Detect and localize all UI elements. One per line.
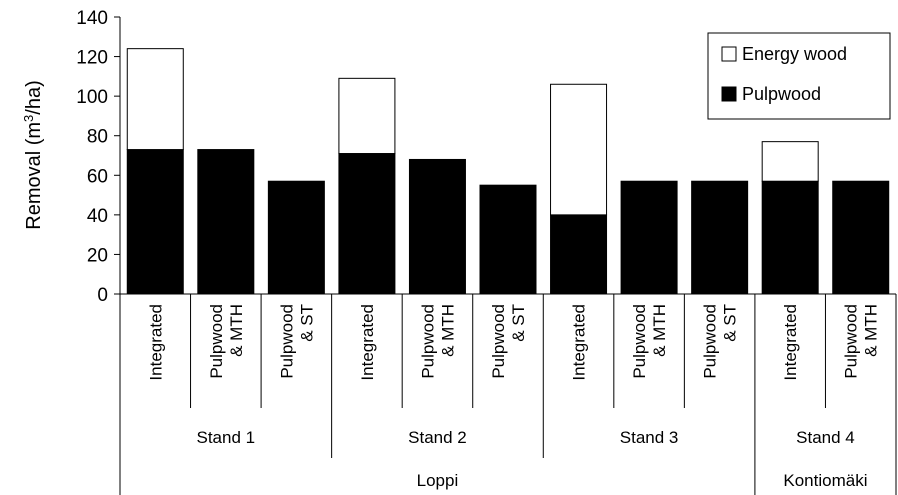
bar-segment-pulpwood (691, 180, 749, 295)
category-label: & MTH (862, 304, 881, 357)
bar-segment-energy-wood (126, 48, 184, 151)
bar-segment-pulpwood (267, 180, 325, 295)
category-label: Pulpwood (207, 304, 226, 379)
legend-swatch (721, 46, 737, 62)
y-tick-label: 60 (87, 166, 108, 187)
y-axis-label-pre: Removal (m (23, 122, 45, 230)
group-label: Stand 1 (197, 428, 256, 447)
bar-segment-pulpwood (126, 149, 184, 295)
bar-segment-energy-wood (550, 83, 608, 216)
category-label: Integrated (146, 304, 165, 381)
group-label: Stand 4 (796, 428, 855, 447)
y-tick-label: 40 (87, 206, 108, 227)
bar-segment-energy-wood (761, 141, 819, 182)
bar-segment-pulpwood (832, 180, 890, 295)
y-tick-label: 100 (76, 87, 108, 108)
bar-segment-pulpwood (338, 153, 396, 295)
category-label: Integrated (358, 304, 377, 381)
bar-segment-pulpwood (408, 158, 466, 295)
legend: Energy wood Pulpwood (707, 32, 891, 120)
y-tick-label: 0 (97, 285, 108, 306)
bar-segment-pulpwood (620, 180, 678, 295)
y-tick-label: 80 (87, 127, 108, 148)
y-axis-label-sup: 3 (21, 115, 36, 122)
category-label: Pulpwood (418, 304, 437, 379)
bar-segment-pulpwood (761, 180, 819, 295)
category-label: Pulpwood (489, 304, 508, 379)
legend-label: Pulpwood (742, 84, 821, 104)
legend-label: Energy wood (742, 44, 847, 64)
bar-segment-pulpwood (550, 214, 608, 295)
category-label: & ST (509, 304, 528, 342)
y-tick-label: 120 (76, 48, 108, 69)
group-label: Stand 3 (620, 428, 679, 447)
y-tick-label: 140 (76, 8, 108, 29)
group-label: Stand 2 (408, 428, 467, 447)
y-tick-label: 20 (87, 245, 108, 266)
y-axis: 0 20 40 60 80 100 120 140 (76, 8, 121, 306)
bar-segment-pulpwood (197, 149, 255, 295)
y-axis-label-group: Removal (m3/ha) (21, 80, 46, 230)
site-label: Loppi (417, 471, 459, 490)
bar-segment-pulpwood (479, 184, 537, 295)
x-axis: Integrated Pulpwood & MTH Pulpwood & ST Integ… (119, 293, 897, 495)
category-label: & MTH (438, 304, 457, 357)
category-label: Integrated (570, 304, 589, 381)
category-label: Integrated (781, 304, 800, 381)
category-label: & ST (721, 304, 740, 342)
legend-swatch (721, 86, 737, 102)
category-label: & MTH (227, 304, 246, 357)
site-label: Kontiomäki (783, 471, 867, 490)
y-axis-label-post: /ha) (23, 80, 45, 114)
bar-segment-energy-wood (338, 77, 396, 155)
category-label: & ST (297, 304, 316, 342)
category-label: Pulpwood (842, 304, 861, 379)
category-label: Pulpwood (701, 304, 720, 379)
category-label: Pulpwood (630, 304, 649, 379)
bars (126, 48, 890, 295)
category-label: Pulpwood (277, 304, 296, 379)
category-label: & MTH (650, 304, 669, 357)
y-axis-label: Removal (m3/ha) (21, 80, 46, 230)
legend-box (707, 32, 891, 120)
